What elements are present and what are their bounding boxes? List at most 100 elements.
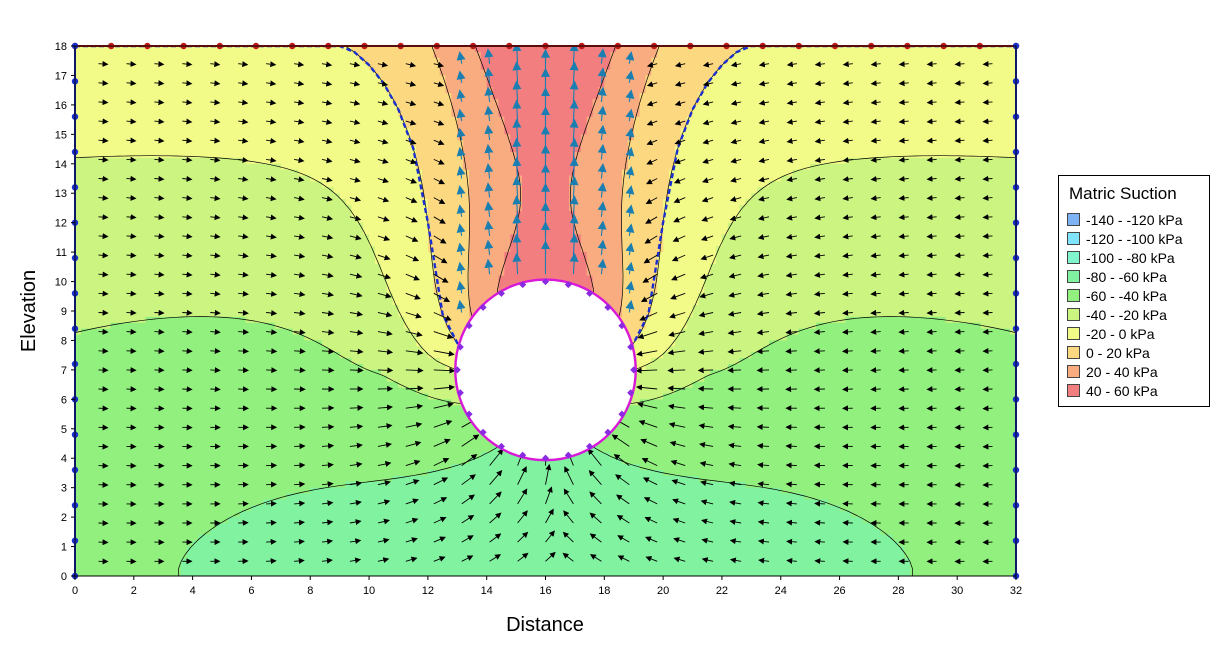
flow-vector (321, 195, 333, 202)
flow-vector (489, 512, 502, 524)
flow-vector (349, 61, 361, 68)
flow-vector (898, 137, 909, 144)
flow-vector (569, 214, 579, 236)
flow-vector (349, 176, 361, 183)
flow-vector (489, 448, 504, 466)
flow-vector (321, 442, 335, 449)
flow-vector (785, 500, 797, 507)
flow-vector (645, 216, 658, 224)
flow-vector (727, 404, 742, 411)
flow-vector (377, 80, 389, 87)
tunnel-node (604, 303, 612, 311)
flow-vector (321, 329, 335, 336)
flow-vector (433, 61, 445, 68)
flow-vector (433, 367, 456, 374)
flow-vector (182, 348, 193, 355)
flow-vector (98, 175, 109, 182)
flow-vector (266, 310, 278, 316)
flow-vector (489, 470, 503, 485)
flow-vector (405, 254, 420, 262)
flow-vector (588, 470, 602, 485)
flow-vector (405, 556, 418, 563)
flow-vector (643, 254, 658, 264)
flow-vector (870, 348, 881, 355)
flow-vector (702, 158, 714, 164)
flow-vector (349, 557, 362, 564)
flow-vector (982, 214, 993, 221)
flow-vector (98, 309, 109, 316)
flow-vector (266, 195, 277, 202)
flow-vector (813, 348, 825, 355)
flow-vector (625, 223, 635, 236)
flow-vector (517, 488, 528, 505)
flow-vector (616, 514, 630, 524)
flow-vector (615, 474, 630, 486)
flow-vector (126, 309, 137, 316)
flow-vector (667, 349, 686, 356)
flow-vector (238, 195, 249, 202)
flow-vector (640, 438, 658, 447)
flow-vector (456, 185, 466, 198)
y-tick-label: 1 (61, 542, 67, 554)
flow-vector (512, 195, 522, 217)
flow-vector (673, 178, 686, 184)
flow-vector (98, 156, 109, 163)
flow-vector (597, 163, 607, 179)
y-tick-label: 5 (61, 424, 67, 436)
flow-vector (587, 448, 602, 466)
flow-vector (814, 538, 825, 545)
flow-vector (433, 420, 453, 428)
flow-vector (982, 252, 993, 259)
flow-vector (321, 367, 335, 374)
flow-vector (786, 80, 797, 87)
flow-vector (813, 367, 825, 374)
flow-vector (377, 254, 391, 261)
flow-vector (210, 367, 221, 374)
flow-vector (238, 214, 249, 221)
flow-vector (757, 291, 770, 298)
x-tick-label: 18 (598, 585, 610, 597)
flow-vector (563, 510, 574, 524)
flow-vector (701, 557, 714, 564)
flow-vector (625, 89, 635, 102)
flow-vector (182, 233, 193, 240)
flow-vector (98, 99, 109, 106)
x-tick-label: 16 (539, 585, 551, 597)
flow-vector (727, 348, 742, 355)
flow-vector (377, 557, 390, 564)
flow-vector (349, 310, 364, 317)
flow-vector (210, 195, 221, 202)
flow-vector (758, 138, 770, 145)
flow-vector (727, 423, 742, 430)
flow-vector (433, 254, 448, 264)
flow-vector (182, 137, 193, 144)
flow-vector (238, 176, 249, 183)
flow-vector (294, 481, 306, 488)
flow-vector (700, 480, 714, 486)
flow-vector (294, 99, 305, 106)
flow-vector (728, 272, 742, 279)
flow-vector (671, 479, 686, 486)
flow-vector (898, 195, 909, 201)
flow-vector (405, 81, 417, 87)
legend-swatch (1067, 346, 1080, 359)
flow-vector (405, 367, 424, 374)
flow-vector (377, 367, 394, 374)
flow-vector (210, 175, 221, 182)
flow-vector (512, 252, 522, 275)
legend-item: -20 - 0 kPa (1067, 324, 1201, 343)
y-tick-label: 2 (61, 512, 67, 524)
flow-vector (842, 252, 853, 259)
flow-vector (210, 118, 221, 125)
flow-vector (756, 310, 770, 317)
flow-vector (646, 120, 658, 126)
flow-vector (702, 119, 714, 126)
flow-vector (842, 309, 853, 316)
flow-vector (349, 442, 363, 449)
flow-vector (674, 100, 686, 107)
flow-vector (321, 310, 335, 317)
flow-vector (870, 195, 881, 202)
flow-vector (321, 500, 334, 507)
flow-vector (785, 252, 797, 259)
flow-vector (698, 404, 714, 411)
